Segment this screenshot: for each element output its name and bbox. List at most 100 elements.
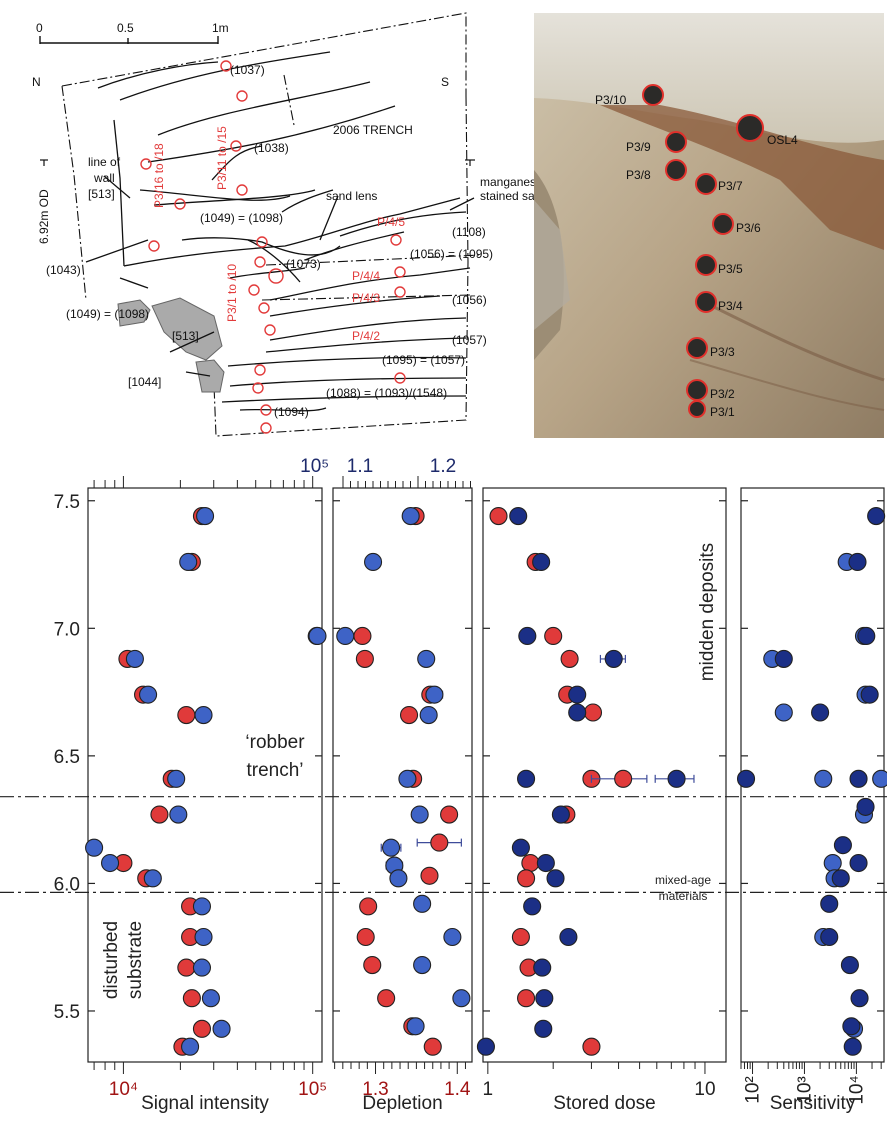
chart-panel-3: 1 10 Stored dose xyxy=(476,487,727,1114)
data-point xyxy=(532,552,551,572)
x-top-tick-label: 1.1 xyxy=(347,456,373,477)
plot-frame xyxy=(87,487,323,1063)
section-label: (1043) xyxy=(46,263,81,277)
x-top-tick-label: 10⁵ xyxy=(300,456,329,477)
data-point xyxy=(413,956,432,975)
photo-sample-label: P3/4 xyxy=(718,299,743,313)
data-point xyxy=(604,649,623,668)
data-point xyxy=(860,685,879,704)
data-point xyxy=(489,507,508,526)
data-point xyxy=(169,805,188,824)
x-axis-title: Depletion xyxy=(362,1093,442,1114)
x-tick-label: 10⁵ xyxy=(298,1079,327,1100)
section-sample-label: P3/16 to /18 xyxy=(152,143,166,208)
data-point xyxy=(667,769,686,788)
data-point xyxy=(382,838,401,857)
section-label: (1049) = (1098) xyxy=(66,307,149,321)
data-point xyxy=(398,769,417,788)
data-point xyxy=(823,853,842,873)
data-point xyxy=(417,649,436,668)
data-point xyxy=(842,1017,861,1036)
data-point xyxy=(177,705,196,725)
photo-sample-rings xyxy=(642,84,764,418)
data-point xyxy=(872,769,887,788)
data-point xyxy=(476,1037,495,1056)
x-tick-label: 10⁴ xyxy=(109,1079,138,1100)
scale-bar: 0 0.5 1m xyxy=(36,21,229,44)
data-point xyxy=(614,769,633,788)
data-point xyxy=(814,769,833,788)
data-point xyxy=(410,805,429,824)
photo-sample-label: P3/5 xyxy=(718,262,743,276)
section-label: [513] xyxy=(172,329,199,343)
data-point xyxy=(401,507,420,526)
chart-panel-2: 1.3 1.4 1.1 1.2 Depletion xyxy=(332,456,473,1114)
data-point xyxy=(353,626,372,646)
section-sample-rings xyxy=(140,60,406,434)
data-point xyxy=(355,649,374,668)
data-point xyxy=(820,894,839,913)
data-point xyxy=(143,869,162,888)
data-point xyxy=(406,1017,425,1036)
section-label: (1073) xyxy=(286,257,321,271)
data-point xyxy=(840,956,859,975)
data-point xyxy=(425,685,444,704)
section-label: (1108) xyxy=(452,225,486,239)
annotation-disturbed: disturbed xyxy=(101,921,122,999)
photo-sample-label: P3/6 xyxy=(736,221,761,235)
trench-photo: P3/10 P3/9 P3/8 P3/7 P3/6 P3/5 P3/4 P3/3… xyxy=(534,13,885,438)
photo-sample-label: P3/1 xyxy=(710,405,735,419)
data-point xyxy=(811,703,830,722)
section-label: (1094) xyxy=(274,405,309,419)
annotation-mixed: mixed-age xyxy=(655,873,711,887)
photo-sample-label: P3/3 xyxy=(710,345,735,359)
section-label: (1088) = (1093)/(1548) xyxy=(326,386,447,400)
y-tick-label: 5.5 xyxy=(54,1002,80,1023)
data-point xyxy=(196,507,215,526)
photo-sample-label: P3/8 xyxy=(626,168,651,182)
scale-label-half: 0.5 xyxy=(117,21,134,35)
photo-sample-label: OSL4 xyxy=(767,133,798,147)
data-point xyxy=(101,853,120,873)
data-point xyxy=(583,703,603,722)
data-point xyxy=(511,927,530,947)
annotation-midden: midden deposits xyxy=(697,543,718,681)
annotation-substrate: substrate xyxy=(125,921,146,999)
section-label: (1057) xyxy=(452,333,487,347)
data-point xyxy=(536,853,555,873)
data-point xyxy=(139,685,158,704)
section-sample-label: P/4/2 xyxy=(352,329,380,343)
scale-label-0: 0 xyxy=(36,21,43,35)
chart-panels: 5.5 6.0 6.5 7.0 7.5 10⁴ 10⁵ 10⁵ Signal intensity… xyxy=(0,456,887,1114)
data-point xyxy=(534,1019,553,1038)
data-point xyxy=(177,958,196,977)
data-point xyxy=(125,649,144,668)
data-point xyxy=(356,927,375,947)
data-point xyxy=(774,649,793,668)
data-point xyxy=(560,649,579,668)
annotation-materials: materials xyxy=(659,889,708,903)
data-point xyxy=(413,894,432,913)
section-label: wall xyxy=(93,171,115,185)
data-point xyxy=(511,838,530,857)
photo-sample-label: P3/2 xyxy=(710,387,735,401)
y-tick-label: 6.0 xyxy=(54,874,80,895)
data-point xyxy=(85,838,104,857)
section-sample-label: P/4/5 xyxy=(377,215,405,229)
data-point xyxy=(182,989,201,1008)
section-drawing: 0 0.5 1m N S 6.92m OD 2006 TRENCH xyxy=(32,12,548,437)
data-point xyxy=(568,703,587,722)
data-point xyxy=(509,507,528,526)
section-label: manganese xyxy=(480,175,543,189)
section-label: [513] xyxy=(88,187,115,201)
data-point xyxy=(523,897,542,916)
section-label: sand lens xyxy=(326,189,377,203)
data-point xyxy=(856,797,875,816)
x-tick-label: 1.4 xyxy=(444,1079,471,1100)
y-tick-label: 6.5 xyxy=(54,747,80,768)
section-sample-label: P/4/4 xyxy=(352,269,380,283)
data-point xyxy=(359,897,378,916)
data-point xyxy=(423,1037,442,1056)
data-point xyxy=(517,869,536,888)
